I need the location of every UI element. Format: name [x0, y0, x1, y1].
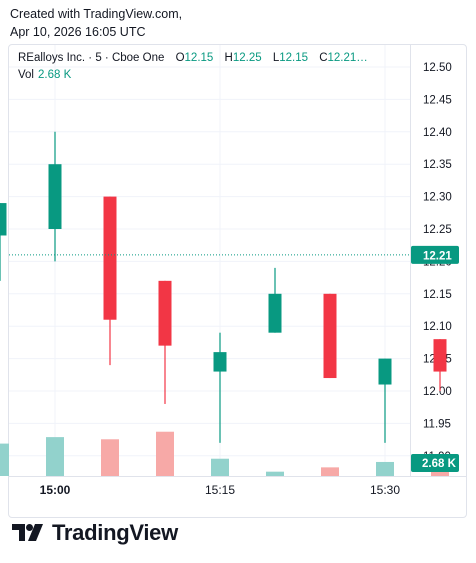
volume-bar — [266, 471, 284, 476]
y-tick-label: 11.95 — [423, 418, 451, 430]
candle-body — [378, 358, 392, 385]
symbol-label: REalloys Inc. · 5 · Cboe One — [18, 52, 165, 64]
y-tick-label: 12.35 — [423, 159, 452, 171]
volume-bar — [46, 437, 64, 476]
y-tick-label: 12.45 — [423, 94, 452, 106]
x-tick-label: 15:30 — [370, 483, 400, 497]
tradingview-brand[interactable]: TradingView — [12, 520, 178, 546]
y-tick-label: 12.00 — [423, 386, 452, 398]
volume-badge-label: 2.68 K — [422, 458, 457, 470]
volume-value: 2.68 K — [38, 69, 72, 81]
y-tick-label: 12.40 — [423, 127, 452, 139]
volume-badge — [411, 454, 459, 472]
volume-bar — [211, 458, 229, 476]
candle-body — [158, 280, 172, 346]
chart-frame — [8, 44, 467, 518]
caption-timestamp: Apr 10, 2026 16:05 UTC — [10, 25, 146, 39]
volume-bar — [156, 431, 174, 476]
volume-legend: Vol 2.68 K — [18, 69, 71, 81]
volume-bar — [376, 461, 394, 476]
y-tick-label: 12.10 — [423, 321, 452, 333]
candle-body — [213, 352, 227, 372]
candle-body — [48, 164, 62, 229]
candle-body — [268, 293, 282, 333]
volume-bar — [321, 467, 339, 476]
open-key: O — [175, 52, 185, 64]
x-tick-label: 15:00 — [40, 483, 71, 497]
tradingview-logo-icon — [12, 524, 43, 541]
caption-created-with: Created with TradingView.com, — [10, 7, 183, 21]
high-key: H — [224, 52, 233, 64]
candlestick-chart[interactable]: 12.5012.4512.4012.3512.3012.2512.2012.15… — [0, 0, 476, 520]
open-value: 12.15 — [184, 52, 214, 64]
candle-body — [323, 293, 337, 379]
y-tick-label: 12.25 — [423, 224, 452, 236]
low-value: 12.15 — [279, 52, 308, 64]
y-tick-label: 12.50 — [423, 62, 452, 74]
low-key: L — [272, 52, 280, 64]
x-tick-label: 15:15 — [205, 483, 235, 497]
volume-bar — [0, 443, 9, 476]
high-value: 12.25 — [232, 52, 262, 64]
y-tick-label: 12.30 — [423, 192, 452, 204]
last-price-badge — [411, 245, 459, 264]
last-price-label: 12.21 — [423, 250, 452, 262]
candle-body — [0, 203, 7, 236]
volume-bar — [101, 439, 119, 476]
close-value: 12.21… — [327, 52, 368, 64]
tradingview-wordmark: TradingView — [52, 520, 178, 545]
y-tick-label: 12.15 — [423, 289, 452, 301]
candle-body — [433, 339, 447, 372]
ohlc-legend: REalloys Inc. · 5 · Cboe One O12.15 H12.… — [18, 52, 368, 64]
candle-body — [103, 196, 117, 320]
volume-key: Vol — [18, 69, 34, 81]
close-key: C — [319, 52, 328, 64]
